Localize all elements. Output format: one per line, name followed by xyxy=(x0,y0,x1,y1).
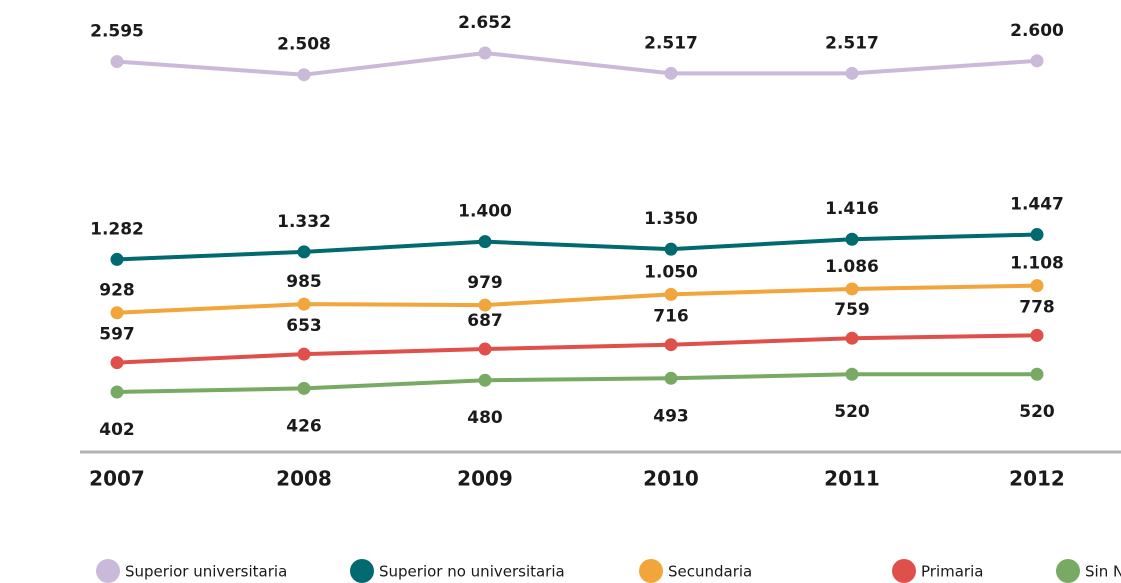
data-point xyxy=(664,371,678,385)
data-point xyxy=(664,287,678,301)
data-point xyxy=(297,381,311,395)
data-point xyxy=(297,68,311,82)
data-point xyxy=(1030,228,1044,242)
data-label: 2.517 xyxy=(644,33,698,53)
data-label: 1.086 xyxy=(825,257,879,277)
data-label: 2.652 xyxy=(458,13,512,33)
data-point xyxy=(1030,367,1044,381)
legend-swatch xyxy=(350,559,374,583)
legend-label: Superior no universitaria xyxy=(379,563,565,581)
data-point xyxy=(845,282,859,296)
data-point xyxy=(1030,328,1044,342)
legend-swatch xyxy=(892,559,916,583)
data-label: 985 xyxy=(286,272,322,292)
data-label: 426 xyxy=(286,416,322,436)
data-point xyxy=(478,235,492,249)
data-point xyxy=(110,385,124,399)
data-label: 1.108 xyxy=(1010,254,1064,274)
data-point xyxy=(845,66,859,80)
legend-label: Secundaria xyxy=(668,563,752,581)
data-point xyxy=(845,232,859,246)
x-tick-label: 2007 xyxy=(89,467,145,491)
data-label: 2.508 xyxy=(277,35,331,55)
data-label: 520 xyxy=(1019,402,1055,422)
data-point xyxy=(664,66,678,80)
data-label: 1.282 xyxy=(90,219,144,239)
data-label: 687 xyxy=(467,311,503,331)
data-point xyxy=(110,252,124,266)
data-label: 2.595 xyxy=(90,22,144,42)
series-line xyxy=(116,51,1038,77)
data-point xyxy=(845,367,859,381)
legend-label: Superior universitaria xyxy=(125,563,287,581)
data-label: 1.350 xyxy=(644,209,698,229)
data-label: 928 xyxy=(99,281,135,301)
x-tick-label: 2011 xyxy=(824,467,880,491)
data-label: 402 xyxy=(99,420,135,440)
x-tick-label: 2010 xyxy=(643,467,699,491)
data-label: 1.332 xyxy=(277,212,331,232)
series-line xyxy=(116,283,1038,315)
data-label: 597 xyxy=(99,325,135,345)
data-label: 1.447 xyxy=(1010,195,1064,215)
data-point xyxy=(110,306,124,320)
x-tick-label: 2008 xyxy=(276,467,332,491)
legend-label: Sin Nivel xyxy=(1085,563,1121,581)
data-label: 716 xyxy=(653,307,689,327)
data-label: 979 xyxy=(467,273,503,293)
data-point xyxy=(478,46,492,60)
data-point xyxy=(664,242,678,256)
legend-swatch xyxy=(96,559,120,583)
data-point xyxy=(1030,279,1044,293)
series-line xyxy=(116,232,1038,262)
data-point xyxy=(664,338,678,352)
x-tick-label: 2012 xyxy=(1009,467,1065,491)
legend-swatch xyxy=(1056,559,1080,583)
data-point xyxy=(110,356,124,370)
data-label: 1.400 xyxy=(458,202,512,222)
legend-swatch xyxy=(639,559,663,583)
data-point xyxy=(297,297,311,311)
series-line xyxy=(116,333,1038,365)
data-label: 653 xyxy=(286,316,322,336)
data-label: 778 xyxy=(1019,297,1055,317)
data-point xyxy=(1030,54,1044,68)
data-label: 520 xyxy=(834,402,870,422)
legend-label: Primaria xyxy=(921,563,983,581)
x-tick-label: 2009 xyxy=(457,467,513,491)
data-label: 759 xyxy=(834,300,870,320)
data-label: 1.416 xyxy=(825,199,879,219)
data-point xyxy=(297,245,311,259)
data-point xyxy=(478,298,492,312)
series-line xyxy=(116,372,1037,394)
data-label: 480 xyxy=(467,408,503,428)
data-point xyxy=(478,342,492,356)
data-point xyxy=(110,55,124,69)
data-label: 2.517 xyxy=(825,33,879,53)
data-point xyxy=(297,347,311,361)
data-point xyxy=(845,331,859,345)
data-label: 1.050 xyxy=(644,262,698,282)
data-label: 2.600 xyxy=(1010,21,1064,41)
data-label: 493 xyxy=(653,406,689,426)
data-point xyxy=(478,373,492,387)
